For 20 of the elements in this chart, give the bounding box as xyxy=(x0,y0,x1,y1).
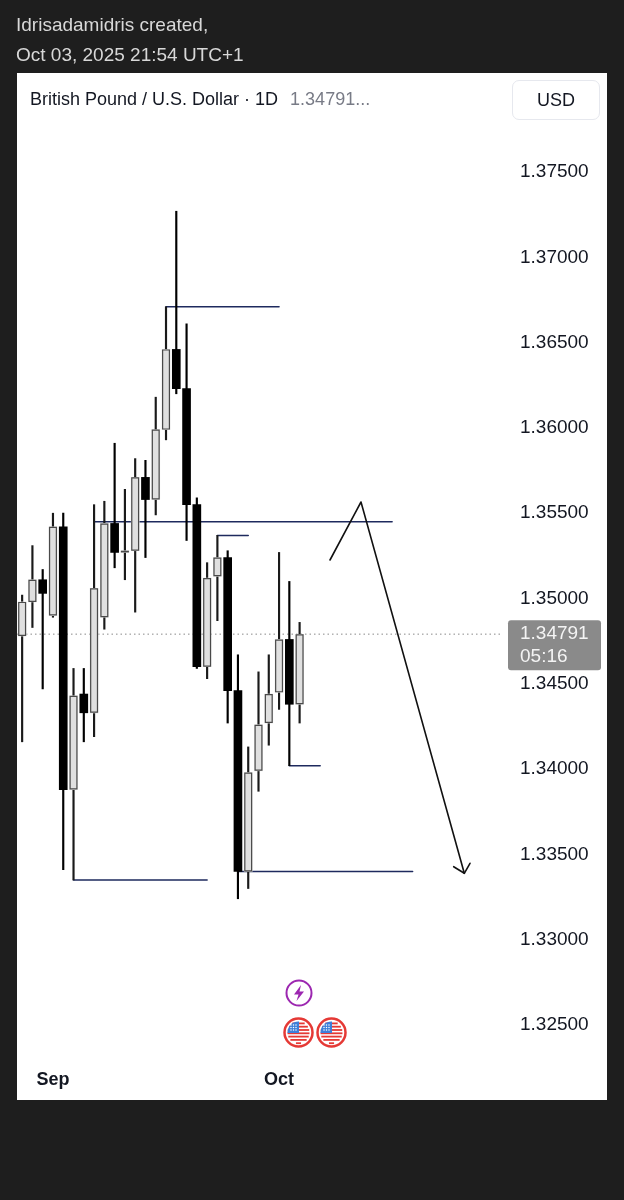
y-tick-label: 1.33000 xyxy=(520,927,589,949)
y-tick-label: 1.36000 xyxy=(520,416,589,438)
chart-title: British Pound / U.S. Dollar · 1D xyxy=(30,89,279,109)
y-tick-label: 1.36500 xyxy=(520,330,589,352)
y-tick-label: 1.37000 xyxy=(520,245,589,267)
chart-subtitle: 1.34791... xyxy=(290,89,371,109)
text: Oct 03, 2025 21:54 UTC+1 xyxy=(16,43,244,67)
x-tick-label: Sep xyxy=(36,1068,70,1089)
x-tick-label: Oct xyxy=(264,1068,295,1089)
ref-line-label: 1.34791 05:16 xyxy=(520,622,589,667)
y-tick-label: 1.35500 xyxy=(520,501,589,523)
y-tick-label: 1.33500 xyxy=(520,842,589,864)
y-tick-label: 1.35000 xyxy=(520,586,589,608)
candlestick xyxy=(141,459,150,558)
text: Idrisadamidris created, xyxy=(16,13,210,37)
y-tick-label: 1.37500 xyxy=(520,160,589,182)
y-axis-title: USD xyxy=(512,80,600,120)
y-tick-label: 1.34500 xyxy=(520,672,589,694)
y-tick-label: 1.32500 xyxy=(520,1013,589,1035)
y-tick-label: 1.34000 xyxy=(520,757,589,779)
